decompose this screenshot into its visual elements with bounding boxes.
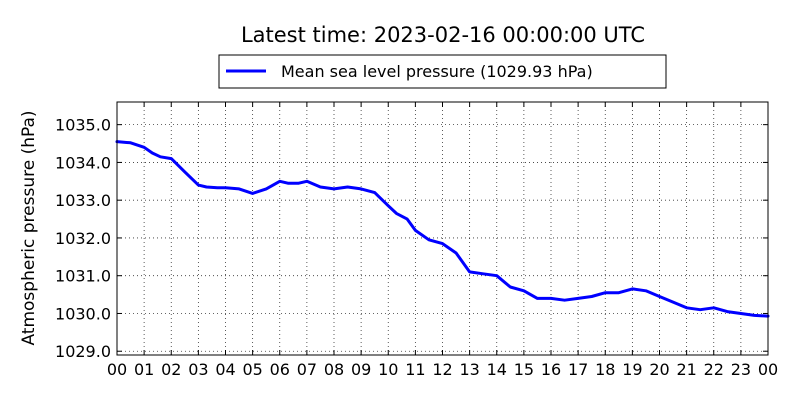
x-tick-label: 20 [649, 360, 669, 379]
y-tick-label: 1034.0 [55, 153, 111, 172]
x-tick-label: 00 [758, 360, 778, 379]
plot-frame [116, 101, 769, 356]
x-tick-label: 12 [432, 360, 452, 379]
x-tick-label: 22 [704, 360, 724, 379]
x-tick-label: 13 [459, 360, 479, 379]
y-axis-label: Atmospheric pressure (hPa) [19, 110, 39, 345]
x-tick-label: 05 [242, 360, 262, 379]
x-tick-label: 00 [107, 360, 127, 379]
x-tick-label: 01 [134, 360, 154, 379]
x-tick-label: 07 [297, 360, 317, 379]
x-tick-label: 16 [541, 360, 561, 379]
chart-title: Latest time: 2023-02-16 00:00:00 UTC [241, 23, 645, 47]
legend-label: Mean sea level pressure (1029.93 hPa) [281, 62, 593, 81]
y-tick-label: 1029.0 [55, 342, 111, 361]
y-tick-labels: 1029.0 1030.0 1031.0 1032.0 1033.0 1034.0 1035… [55, 116, 111, 362]
grid [117, 102, 768, 355]
axes [116, 101, 769, 356]
x-tick-label: 17 [568, 360, 588, 379]
x-tick-labels: 00 01 02 03 04 05 06 07 08 09 10 11 12 13 14 15 16 17 18 19… [107, 360, 778, 379]
legend-box [218, 54, 667, 89]
y-tick-label: 1033.0 [55, 191, 111, 210]
y-tick-label: 1032.0 [55, 229, 111, 248]
x-tick-label: 09 [351, 360, 371, 379]
y-tick-label: 1035.0 [55, 116, 111, 135]
x-tick-label: 11 [405, 360, 425, 379]
x-tick-label: 03 [188, 360, 208, 379]
x-tick-label: 15 [514, 360, 534, 379]
x-tick-label: 14 [487, 360, 507, 379]
x-tick-label: 19 [622, 360, 642, 379]
x-tick-label: 18 [595, 360, 615, 379]
series-layer [115, 140, 770, 318]
x-tick-label: 04 [215, 360, 235, 379]
x-tick-label: 21 [676, 360, 696, 379]
series-mean-sea-level-pressure [115, 140, 770, 318]
legend: Mean sea level pressure (1029.93 hPa) [218, 54, 667, 89]
x-tick-label: 06 [270, 360, 290, 379]
x-tick-label: 08 [324, 360, 344, 379]
x-tick-label: 10 [378, 360, 398, 379]
x-tick-label: 02 [161, 360, 181, 379]
y-tick-label: 1031.0 [55, 267, 111, 286]
y-tick-label: 1030.0 [55, 304, 111, 323]
x-tick-label: 23 [731, 360, 751, 379]
